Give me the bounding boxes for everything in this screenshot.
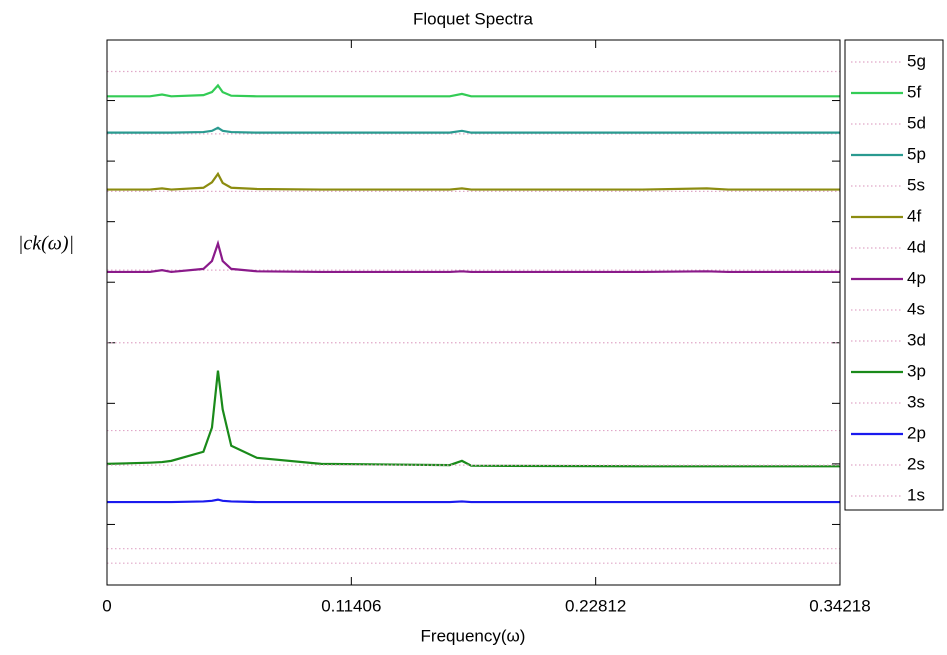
series-line bbox=[107, 498, 840, 504]
series-line bbox=[107, 126, 840, 134]
x-tick-label: 0.34218 bbox=[809, 596, 870, 615]
series-line bbox=[107, 239, 840, 274]
legend-label: 1s bbox=[907, 485, 925, 504]
legend-box bbox=[844, 39, 944, 511]
x-tick-label: 0.11406 bbox=[321, 596, 381, 615]
x-tick-label: 0 bbox=[102, 596, 111, 615]
legend-label: 3d bbox=[907, 330, 926, 349]
series-line bbox=[106, 370, 840, 468]
legend-label: 4d bbox=[907, 237, 926, 256]
legend-label: 5d bbox=[907, 113, 926, 132]
x-tick-label: 0.22812 bbox=[565, 596, 626, 615]
legend-label: 4s bbox=[907, 299, 925, 318]
legend-label: 5f bbox=[907, 82, 921, 101]
series-line bbox=[107, 171, 840, 191]
legend-label: 3p bbox=[907, 361, 926, 380]
chart-title: Floquet Spectra bbox=[413, 9, 534, 28]
legend-label: 3s bbox=[907, 392, 925, 411]
series-line bbox=[107, 83, 840, 98]
legend-label: 4f bbox=[907, 206, 921, 225]
legend-label: 5p bbox=[907, 144, 926, 163]
legend-label: 2p bbox=[907, 423, 926, 442]
plot-frame bbox=[106, 39, 841, 586]
x-axis-label: Frequency(ω) bbox=[421, 626, 526, 645]
legend-label: 2s bbox=[907, 454, 925, 473]
y-axis-label: |ck(ω)| bbox=[18, 233, 74, 255]
legend-label: 5s bbox=[907, 175, 925, 194]
legend-label: 5g bbox=[907, 51, 926, 70]
legend-label: 4p bbox=[907, 268, 926, 287]
plot-area bbox=[107, 40, 840, 585]
